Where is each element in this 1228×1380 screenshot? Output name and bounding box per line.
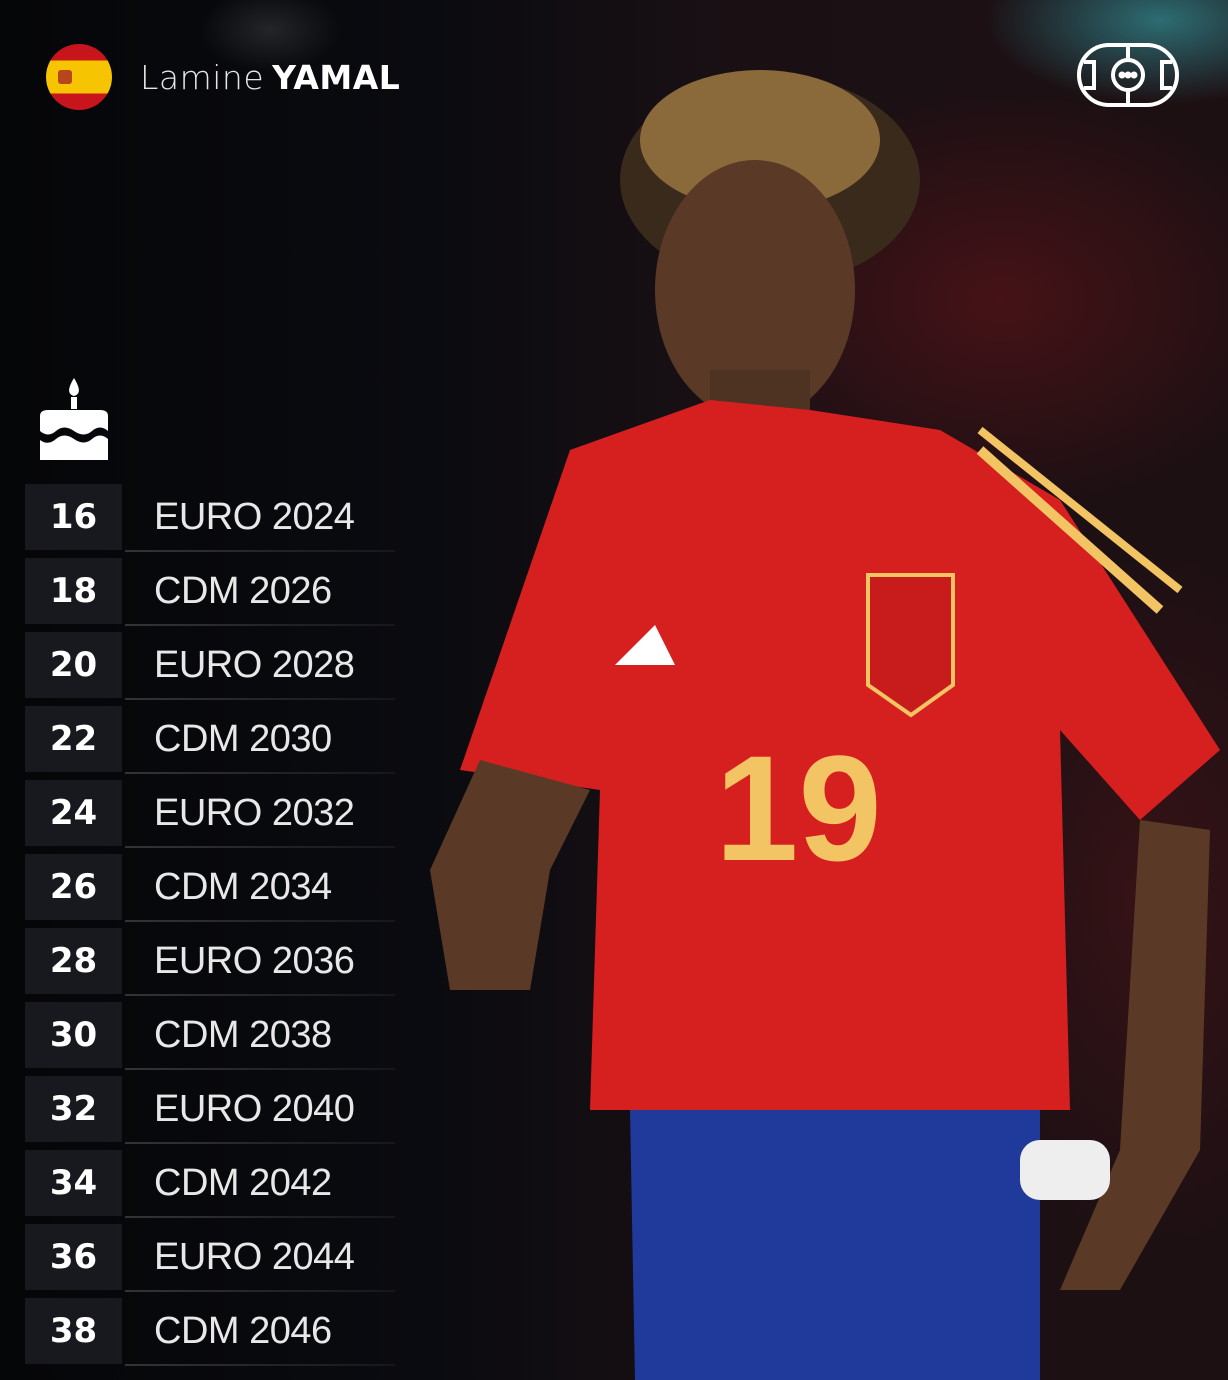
tournament-row: 16 EURO 2024	[25, 480, 396, 554]
tournament-label: CDM 2046	[154, 1309, 332, 1352]
player-name: Lamine YAMAL	[140, 58, 400, 97]
tournament-label: EURO 2024	[154, 495, 355, 538]
tournament-row: 18 CDM 2026	[25, 554, 396, 628]
tournament-row: 32 EURO 2040	[25, 1072, 396, 1146]
spain-flag-icon	[46, 44, 112, 110]
tournament-label: EURO 2032	[154, 791, 355, 834]
tournament-label: CDM 2042	[154, 1161, 332, 1204]
age-badge: 26	[25, 854, 122, 920]
tournament-row: 28 EURO 2036	[25, 924, 396, 998]
age-badge: 20	[25, 632, 122, 698]
tournament-label: CDM 2026	[154, 569, 332, 612]
birthday-cake-icon	[40, 378, 108, 460]
tournament-row: 26 CDM 2034	[25, 850, 396, 924]
tournament-row: 22 CDM 2030	[25, 702, 396, 776]
age-badge: 38	[25, 1298, 122, 1364]
age-badge: 24	[25, 780, 122, 846]
player-header: Lamine YAMAL	[46, 44, 400, 110]
age-badge: 36	[25, 1224, 122, 1290]
tournament-row: 24 EURO 2032	[25, 776, 396, 850]
age-badge: 28	[25, 928, 122, 994]
tournament-label: EURO 2040	[154, 1087, 355, 1130]
tournament-label: EURO 2036	[154, 939, 355, 982]
player-photo: 19	[430, 70, 1220, 1380]
first-name: Lamine	[140, 57, 265, 97]
tournament-list: 16 EURO 2024 18 CDM 2026 20 EURO 2028 22 CDM 20…	[25, 480, 396, 1368]
age-badge: 18	[25, 558, 122, 624]
tournament-label: EURO 2044	[154, 1235, 355, 1278]
tournament-label: CDM 2030	[154, 717, 332, 760]
tournament-label: EURO 2028	[154, 643, 355, 686]
tournament-label: CDM 2038	[154, 1013, 332, 1056]
football-pitch-logo-icon	[1077, 43, 1179, 107]
age-badge: 34	[25, 1150, 122, 1216]
tournament-row: 38 CDM 2046	[25, 1294, 396, 1368]
last-name: YAMAL	[272, 57, 401, 97]
tournament-label: CDM 2034	[154, 865, 332, 908]
age-badge: 16	[25, 484, 122, 550]
tournament-row: 30 CDM 2038	[25, 998, 396, 1072]
age-badge: 32	[25, 1076, 122, 1142]
tournament-row: 20 EURO 2028	[25, 628, 396, 702]
age-badge: 22	[25, 706, 122, 772]
tournament-row: 36 EURO 2044	[25, 1220, 396, 1294]
jersey-number: 19	[715, 724, 882, 892]
age-badge: 30	[25, 1002, 122, 1068]
tournament-row: 34 CDM 2042	[25, 1146, 396, 1220]
